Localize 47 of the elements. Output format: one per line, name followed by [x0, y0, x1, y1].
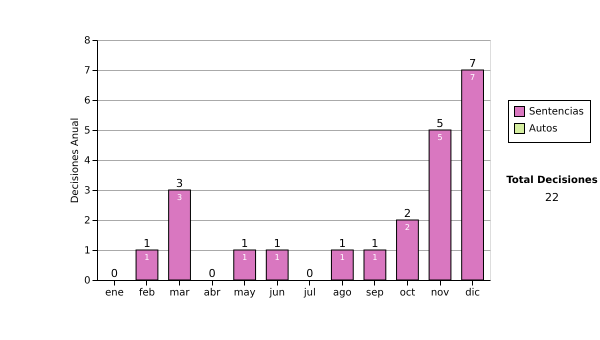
y-tick-label: 7: [84, 66, 90, 76]
data-label: 1: [340, 253, 345, 262]
x-tick-label: sep: [366, 288, 384, 298]
x-tick-label: jun: [268, 288, 285, 298]
total-label: 1: [274, 237, 281, 250]
y-tick-label: 4: [84, 156, 90, 166]
data-label: 1: [274, 253, 280, 262]
text: Total Decisiones: [506, 175, 598, 186]
total-label: 0: [110, 267, 118, 280]
y-tick-label: 0: [84, 276, 90, 286]
y-tick-label: 6: [84, 96, 90, 106]
total-label: 2: [404, 207, 411, 220]
text: 22: [545, 191, 559, 204]
total-label: 1: [143, 237, 150, 250]
y-tick-label: 2: [84, 216, 90, 226]
total-label: 7: [469, 57, 476, 70]
data-label: 1: [144, 253, 150, 262]
x-tick-label: ago: [333, 288, 352, 298]
y-axis-title: Decisiones Anual: [70, 118, 82, 204]
y-tick-label: 1: [84, 246, 90, 256]
x-tick-label: may: [234, 288, 256, 298]
data-label: 5: [437, 133, 443, 142]
total-label: 1: [241, 237, 248, 250]
x-tick-label: jul: [302, 288, 316, 298]
total-label: 0: [306, 267, 314, 280]
total-label: 3: [176, 177, 184, 190]
x-tick-label: nov: [430, 288, 450, 298]
legend-label: Sentencias: [529, 106, 584, 118]
x-tick-label: mar: [170, 288, 190, 298]
legend-label: Autos: [529, 124, 558, 134]
y-tick-label: 8: [84, 36, 90, 46]
y-tick-label: 5: [84, 126, 90, 136]
x-tick-label: feb: [138, 288, 155, 298]
total-label: 5: [436, 117, 444, 130]
data-label: 3: [176, 193, 182, 202]
x-tick-label: ene: [105, 288, 124, 298]
x-tick-label: abr: [204, 288, 222, 298]
data-label: 1: [242, 253, 248, 262]
total-label: 0: [208, 267, 216, 280]
data-label: 1: [372, 253, 378, 262]
y-tick-label: 3: [84, 186, 90, 196]
x-tick-label: oct: [400, 288, 416, 298]
data-label: 7: [470, 73, 476, 82]
x-tick-label: dic: [465, 288, 480, 298]
data-label: 2: [404, 223, 410, 232]
total-label: 1: [371, 237, 378, 250]
total-label: 1: [338, 237, 346, 250]
